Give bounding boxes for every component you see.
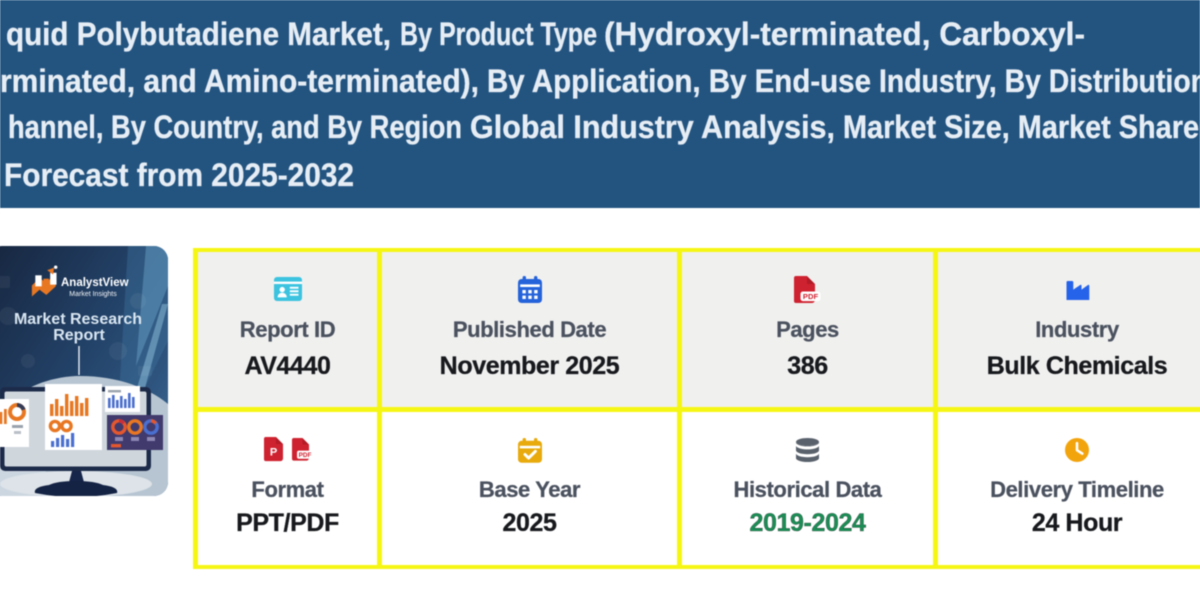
svg-text:AnalystView: AnalystView	[61, 277, 129, 289]
svg-text:Market Research: Market Research	[14, 311, 142, 328]
svg-text:Market Insights: Market Insights	[69, 291, 117, 298]
svg-text:P: P	[269, 447, 276, 459]
svg-text:Report: Report	[53, 327, 105, 344]
svg-text:PDF: PDF	[298, 452, 311, 459]
svg-text:PDF: PDF	[803, 292, 819, 301]
